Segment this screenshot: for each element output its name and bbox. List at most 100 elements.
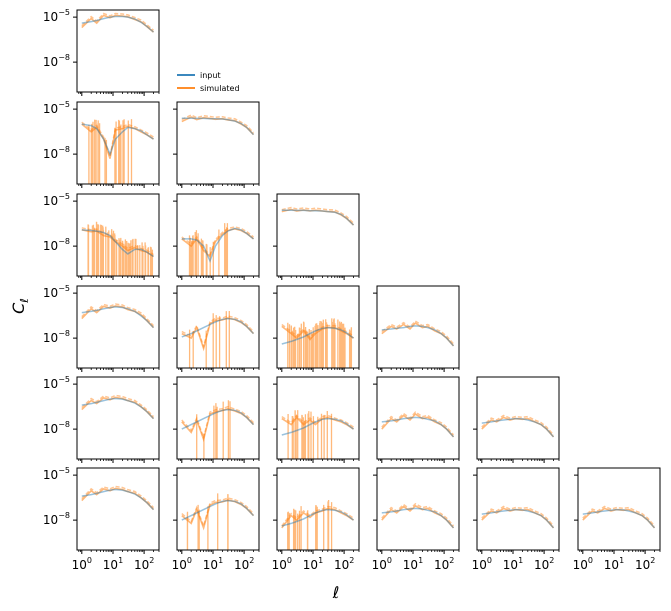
legend-label-simulated: simulated [200, 84, 240, 93]
panel-plot-area [81, 394, 155, 420]
panel-plot-area [81, 485, 155, 511]
input-line [181, 227, 254, 264]
x-tick-label: 101 [103, 556, 123, 572]
panel-plot-area [181, 311, 255, 368]
simulated-line [582, 507, 656, 529]
input-line [81, 229, 154, 258]
panel-r4-c1 [173, 376, 260, 463]
simulated-spikes [186, 493, 229, 550]
panel-frame [76, 193, 160, 277]
y-tick-label: 10−8 [43, 145, 70, 161]
major-ticks [73, 200, 145, 280]
simulated-spikes [188, 223, 229, 276]
simulated-line [81, 305, 155, 329]
simulated-line [181, 407, 255, 443]
simulated-line-dashed [81, 227, 154, 256]
simulated-line-dashed [181, 226, 254, 256]
simulated-line-dashed [81, 12, 154, 31]
minor-ticks [378, 368, 460, 370]
panel-frame [176, 193, 260, 277]
simulated-line [181, 499, 255, 531]
x-tick-label: 102 [434, 556, 454, 572]
major-ticks [273, 474, 345, 554]
major-ticks [73, 16, 145, 96]
panel-plot-area [81, 303, 155, 329]
panel-plot-area [381, 502, 455, 529]
simulated-line [381, 504, 455, 529]
major-ticks [173, 200, 245, 280]
simulated-line-dashed [582, 505, 656, 527]
panel-plot-area [281, 500, 354, 550]
panel-plot-area [181, 493, 255, 550]
panel-frame [76, 467, 160, 551]
panel-r5-c3: 100 101 102 [372, 467, 460, 572]
simulated-line-dashed [281, 206, 355, 224]
input-line [181, 317, 255, 338]
major-ticks [73, 108, 145, 188]
panel-frame [76, 376, 160, 460]
major-ticks [373, 292, 445, 372]
major-ticks [273, 292, 345, 372]
input-line [181, 499, 255, 521]
panel-plot-area [381, 320, 455, 347]
panel-plot-area [181, 223, 254, 276]
legend: input simulated [177, 71, 240, 93]
panel-frame [176, 467, 260, 551]
minor-ticks [378, 459, 460, 461]
simulated-line-dashed [381, 320, 455, 345]
y-tick-label: 10−8 [43, 237, 70, 253]
simulated-line-dashed [81, 485, 155, 509]
major-ticks [574, 474, 646, 554]
panel-frame [376, 376, 460, 460]
y-tick-label: 10−5 [43, 8, 70, 24]
panel-r4-c0: 10−5 10−8 [43, 375, 160, 463]
panel-frame [176, 101, 260, 185]
input-line [381, 507, 455, 529]
input-line [181, 117, 255, 136]
x-tick-label: 100 [372, 556, 392, 572]
simulated-spikes [87, 221, 154, 276]
panel-frame [276, 467, 360, 551]
simulated-line [281, 507, 354, 529]
minor-ticks [278, 550, 360, 552]
panel-plot-area [81, 12, 155, 33]
y-tick-label: 10−8 [43, 420, 70, 436]
major-ticks [373, 383, 445, 463]
minor-ticks [78, 276, 160, 278]
simulated-line [381, 322, 455, 347]
panel-plot-area [281, 410, 354, 459]
input-line [381, 416, 455, 438]
panel-r2-c0: 10−5 10−8 [43, 192, 160, 280]
input-line [281, 508, 354, 527]
x-tick-label: 101 [203, 556, 223, 572]
simulated-spikes [287, 318, 353, 368]
simulated-line [281, 208, 355, 226]
x-tick-label: 101 [503, 556, 523, 572]
input-line [181, 408, 255, 430]
simulated-line [481, 507, 555, 529]
major-ticks [173, 292, 245, 372]
panel-frame [76, 9, 160, 93]
simulated-line [381, 413, 455, 438]
input-line [281, 417, 354, 436]
panel-plot-area [582, 505, 656, 529]
minor-ticks [478, 459, 560, 461]
minor-ticks [78, 550, 160, 552]
simulated-line-dashed [181, 315, 255, 350]
panel-r4-c3 [373, 376, 460, 463]
panel-frame [76, 101, 160, 185]
minor-ticks [178, 459, 260, 461]
panel-frame [276, 285, 360, 369]
panel-frame [176, 285, 260, 369]
input-line [81, 488, 155, 511]
panel-r5-c4: 100 101 102 [472, 467, 560, 572]
panel-plot-area [181, 114, 255, 136]
panel-r0-c0: 10−5 10−8 [43, 8, 160, 96]
panel-frame [376, 285, 460, 369]
simulated-line [81, 14, 155, 33]
simulated-line [481, 416, 555, 438]
input-line [381, 325, 455, 347]
x-tick-label: 102 [635, 556, 655, 572]
panel-r4-c2 [273, 376, 360, 463]
legend-label-input: input [200, 71, 221, 80]
